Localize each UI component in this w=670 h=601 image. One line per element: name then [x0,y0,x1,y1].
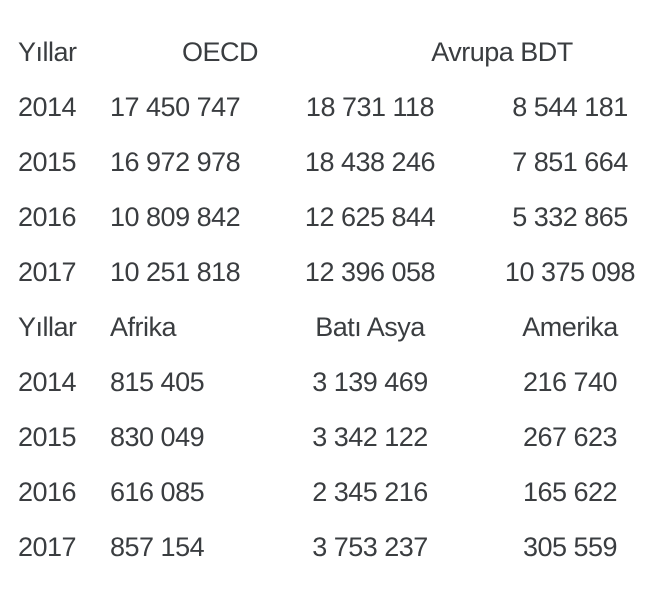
table2-header-row: Yıllar Afrika Batı Asya Amerika [0,300,670,355]
value-cell-oecd: 16 972 978 [110,147,241,177]
value-cell-bdt: 10 375 098 [504,257,636,287]
year-cell: 2015 [18,147,77,177]
year-cell: 2014 [18,367,77,397]
value-cell-bdt: 5 332 865 [512,202,628,232]
value-cell-bdt: 8 544 181 [512,92,628,122]
value-cell-bati-asya: 3 753 237 [312,532,428,562]
table-row: 2014 17 450 747 18 731 118 8 544 181 [0,80,670,135]
table2-header-amerika: Amerika [522,312,618,342]
value-cell-bati-asya: 3 139 469 [312,367,428,397]
table1-header-row: Yıllar OECD Avrupa BDT [0,25,670,80]
value-cell-afrika: 857 154 [110,532,205,562]
year-cell: 2017 [18,257,77,287]
value-cell-amerika: 165 622 [522,477,618,507]
value-cell-afrika: 815 405 [110,367,205,397]
year-cell: 2016 [18,477,77,507]
table1-header-avrupa-bdt: Avrupa BDT [431,37,573,67]
value-cell-avrupa: 12 396 058 [304,257,436,287]
table-row: 2014 815 405 3 139 469 216 740 [0,355,670,410]
value-cell-amerika: 305 559 [522,532,618,562]
value-cell-avrupa: 18 731 118 [305,92,435,122]
table-row: 2016 10 809 842 12 625 844 5 332 865 [0,190,670,245]
value-cell-bdt: 7 851 664 [512,147,628,177]
table-row: 2017 857 154 3 753 237 305 559 [0,520,670,575]
year-cell: 2014 [18,92,77,122]
value-cell-bati-asya: 2 345 216 [312,477,428,507]
table1-header-oecd: OECD [181,37,259,67]
table-row: 2016 616 085 2 345 216 165 622 [0,465,670,520]
table-row: 2015 16 972 978 18 438 246 7 851 664 [0,135,670,190]
value-cell-amerika: 216 740 [522,367,618,397]
year-cell: 2016 [18,202,77,232]
table2-header-bati-asya: Batı Asya [315,312,425,342]
year-cell: 2015 [18,422,77,452]
value-cell-avrupa: 12 625 844 [304,202,436,232]
value-cell-amerika: 267 623 [522,422,618,452]
value-cell-bati-asya: 3 342 122 [312,422,428,452]
year-cell: 2017 [18,532,77,562]
table-row: 2017 10 251 818 12 396 058 10 375 098 [0,245,670,300]
table2-header-afrika: Afrika [110,312,177,342]
value-cell-oecd: 17 450 747 [110,92,241,122]
value-cell-afrika: 830 049 [110,422,205,452]
table1-header-years: Yıllar [18,37,77,67]
value-cell-oecd: 10 251 818 [110,257,241,287]
table2-header-years: Yıllar [18,312,77,342]
table-row: 2015 830 049 3 342 122 267 623 [0,410,670,465]
value-cell-avrupa: 18 438 246 [304,147,436,177]
value-cell-oecd: 10 809 842 [110,202,241,232]
value-cell-afrika: 616 085 [110,477,205,507]
